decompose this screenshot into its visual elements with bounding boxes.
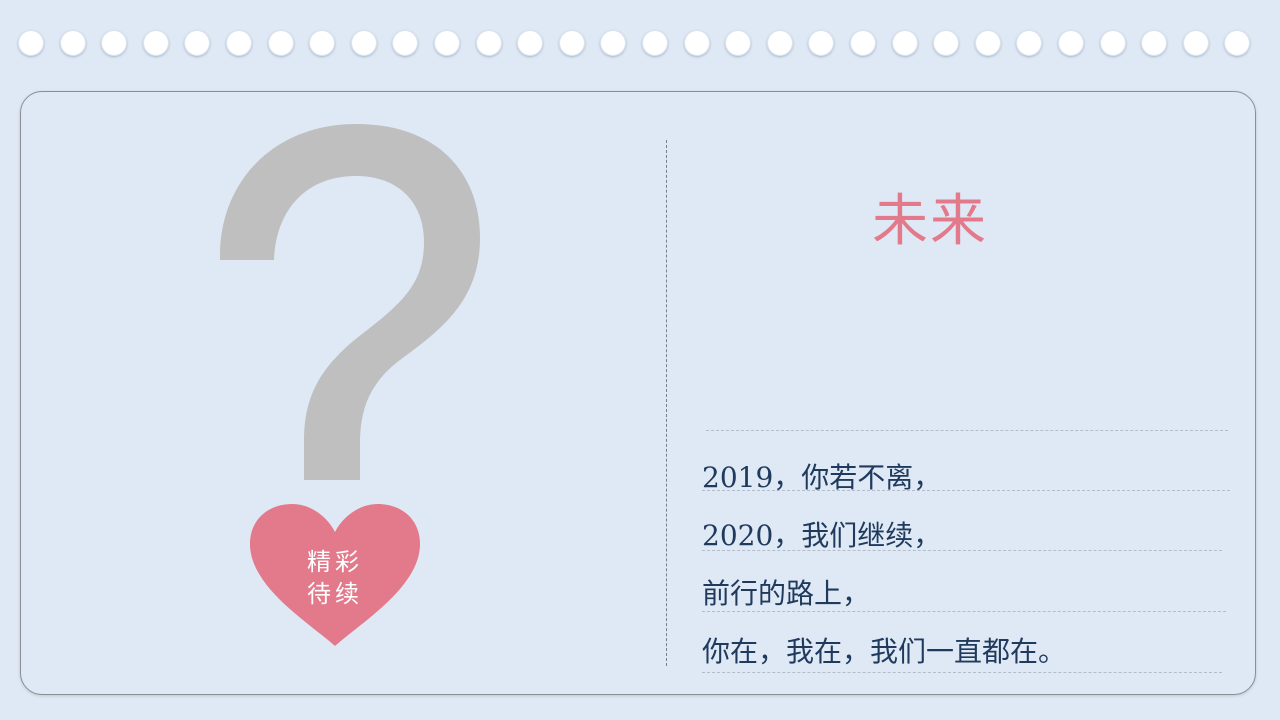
binder-hole (683, 30, 710, 56)
text-line-2: 2020，我们继续， (702, 519, 942, 552)
binder-hole (1099, 30, 1126, 56)
binder-hole (891, 30, 918, 56)
question-mark-icon (219, 124, 481, 480)
ruled-line (702, 550, 1222, 551)
page-title: 未来 (872, 189, 988, 254)
heart-caption-line2: 待续 (307, 580, 363, 608)
vertical-divider (666, 140, 667, 666)
binder-hole (309, 30, 336, 56)
binder-hole (1058, 30, 1084, 56)
ruled-line (702, 490, 1230, 491)
binder-hole (517, 30, 544, 56)
binder-hole (766, 30, 793, 56)
heart-caption-line1: 精彩 (307, 548, 363, 576)
binder-hole (1224, 30, 1251, 56)
binder-hole (434, 30, 460, 56)
binder-hole (101, 30, 128, 56)
binder-hole (933, 30, 960, 56)
binder-hole (850, 30, 876, 56)
binder-hole (226, 30, 252, 56)
card-panel (20, 91, 1256, 695)
binder-hole (642, 30, 668, 56)
binder-hole (350, 30, 377, 56)
binder-hole (1182, 30, 1209, 56)
binder-hole (725, 30, 752, 56)
text-line-1: 2019，你若不离， (702, 461, 942, 494)
binder-hole (974, 30, 1001, 56)
ruled-line (702, 672, 1222, 673)
ruled-line (706, 430, 1228, 431)
binder-hole (1141, 30, 1168, 56)
binder-hole (1016, 30, 1043, 56)
binder-hole (184, 30, 211, 56)
heart-caption: 精彩 待续 (248, 546, 422, 610)
binder-hole (59, 30, 86, 56)
text-line-3: 前行的路上， (702, 577, 871, 610)
heart-icon (249, 504, 421, 646)
binder-hole (475, 30, 502, 56)
binder-hole (600, 30, 627, 56)
text-line-4: 你在，我在，我们一直都在。 (702, 635, 1067, 668)
binder-hole (808, 30, 835, 56)
binder-hole (558, 30, 585, 56)
binder-hole (267, 30, 294, 56)
ruled-line (702, 611, 1226, 612)
binder-hole (18, 30, 44, 56)
binder-hole (392, 30, 419, 56)
binder-hole (142, 30, 169, 56)
binder-holes (18, 30, 1258, 60)
